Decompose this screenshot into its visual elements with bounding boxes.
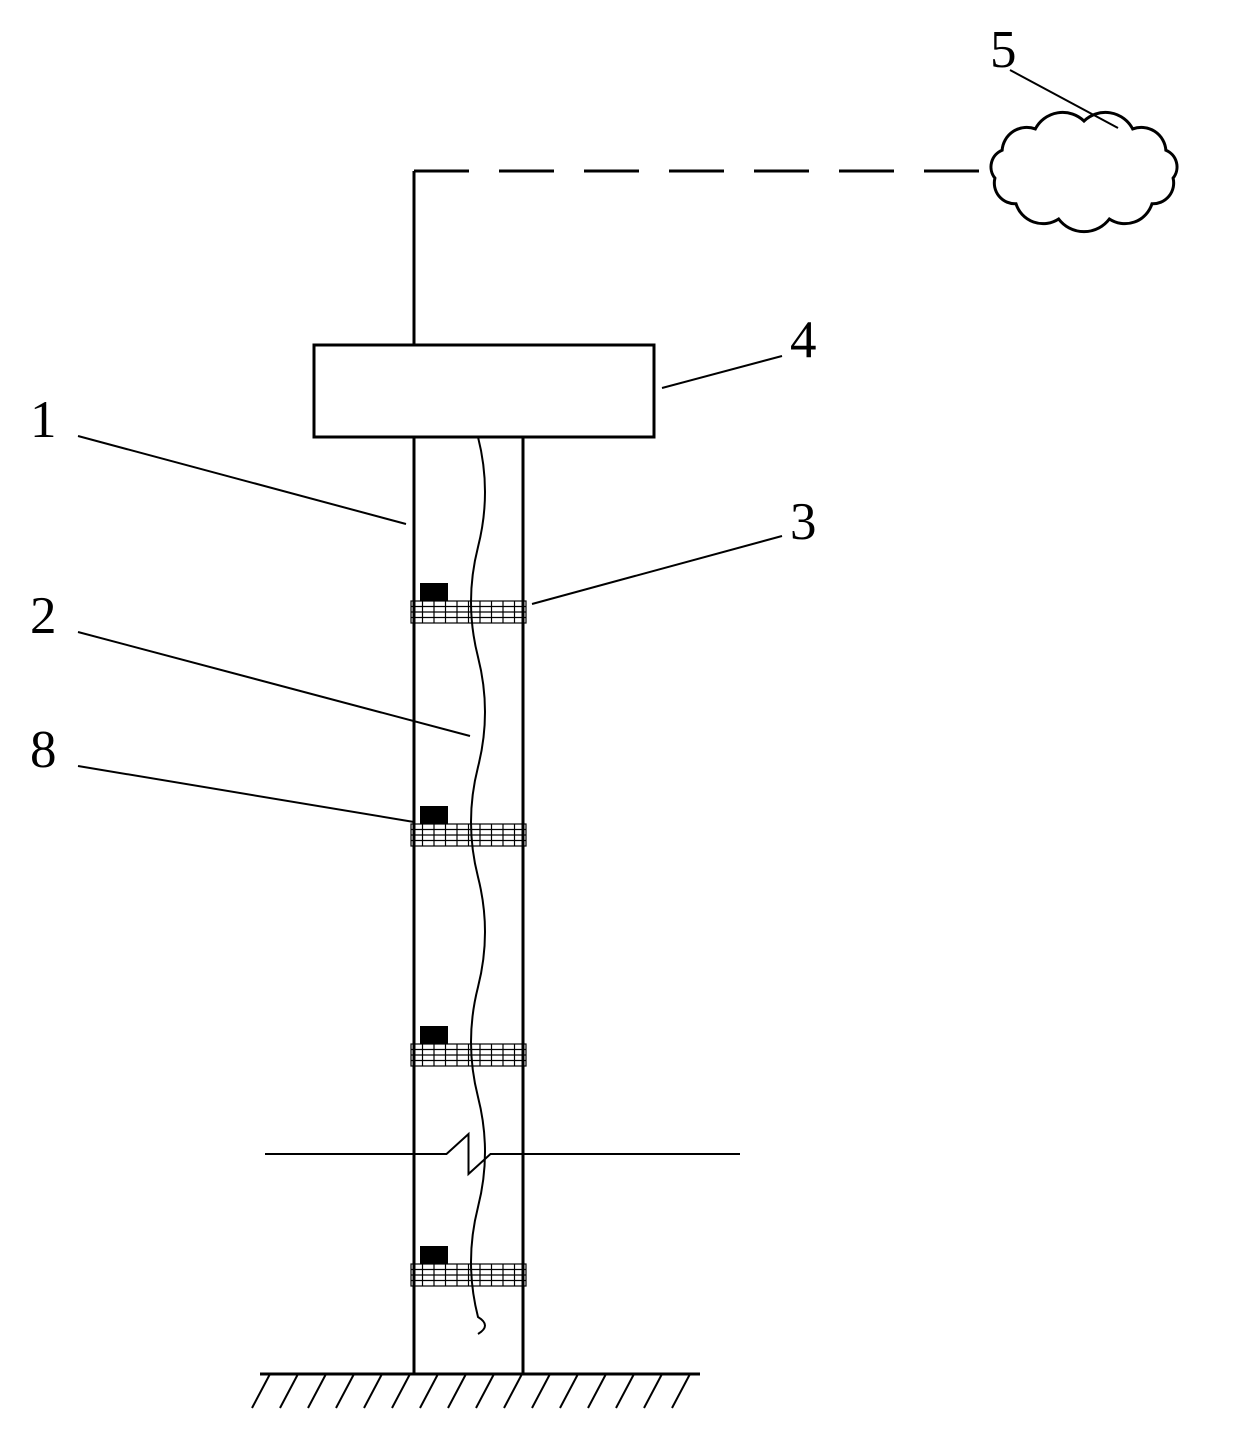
technical-diagram (0, 0, 1240, 1429)
label-4: 4 (790, 310, 817, 370)
label-3: 3 (790, 492, 817, 552)
label-2: 2 (30, 586, 57, 646)
label-8: 8 (30, 720, 57, 780)
label-5: 5 (990, 20, 1017, 80)
label-1: 1 (30, 390, 57, 450)
